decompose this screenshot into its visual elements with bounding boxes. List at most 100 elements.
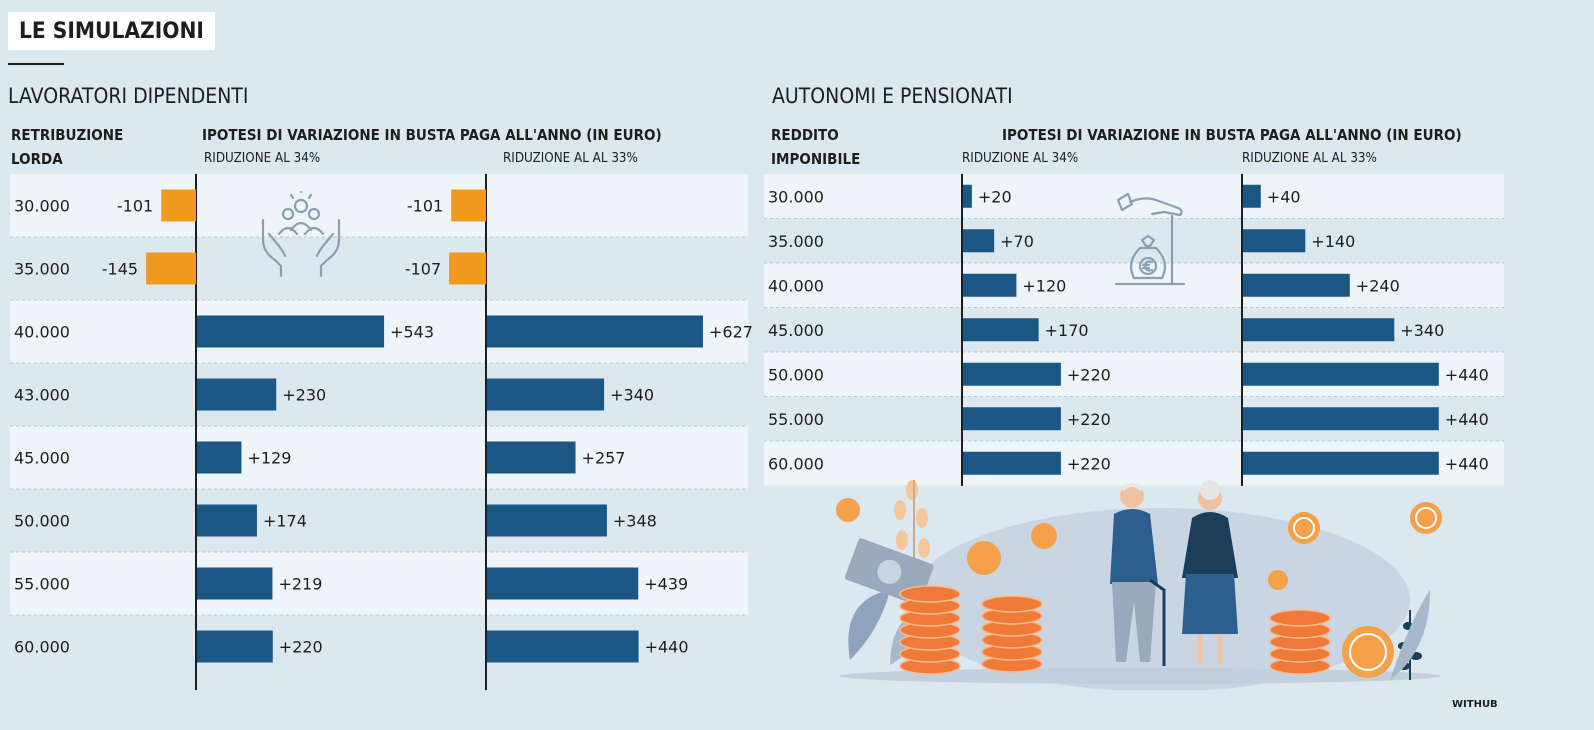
value-header-dipendenti: IPOTESI DI VARIAZIONE IN BUSTA PAGA ALL'… bbox=[202, 126, 662, 144]
category-label: 35.000 bbox=[14, 260, 70, 279]
category-label: 50.000 bbox=[14, 512, 70, 531]
bar bbox=[1243, 229, 1306, 253]
category-header-line-2: IMPONIBILE bbox=[771, 150, 861, 168]
category-label: 43.000 bbox=[14, 386, 70, 405]
bar bbox=[487, 630, 639, 663]
hand-money-bag-icon bbox=[1114, 192, 1186, 286]
category-label: 60.000 bbox=[14, 638, 70, 657]
series-header-aut-33: RIDUZIONE AL AL 33% bbox=[1242, 151, 1377, 166]
category-label: 55.000 bbox=[768, 410, 824, 429]
bar bbox=[449, 252, 486, 285]
bar bbox=[1243, 407, 1439, 431]
category-header-line-1: RETRIBUZIONE bbox=[11, 126, 124, 144]
category-label: 60.000 bbox=[768, 454, 824, 473]
data-label: +440 bbox=[1445, 410, 1489, 429]
row-band bbox=[764, 174, 1504, 219]
category-header-line-2: LORDA bbox=[11, 150, 63, 168]
data-label: +439 bbox=[644, 575, 688, 594]
bar bbox=[197, 441, 242, 474]
data-label: -101 bbox=[117, 197, 153, 216]
bar bbox=[487, 441, 576, 474]
category-label: 45.000 bbox=[768, 321, 824, 340]
data-label: -145 bbox=[102, 260, 138, 279]
data-label: +627 bbox=[709, 323, 753, 342]
series-header-dip-34: RIDUZIONE AL 34% bbox=[204, 151, 321, 166]
data-label: +129 bbox=[247, 449, 291, 468]
bar bbox=[451, 189, 486, 222]
row-band bbox=[10, 489, 748, 552]
row-band bbox=[10, 426, 748, 489]
series-header-dip-33: RIDUZIONE AL AL 33% bbox=[503, 151, 638, 166]
data-label: +257 bbox=[582, 449, 626, 468]
category-label: 40.000 bbox=[14, 323, 70, 342]
bar bbox=[487, 504, 607, 537]
data-label: +440 bbox=[1445, 454, 1489, 473]
data-label: +440 bbox=[1445, 365, 1489, 384]
bar bbox=[197, 378, 277, 411]
category-label: 40.000 bbox=[768, 276, 824, 295]
category-label: 30.000 bbox=[768, 187, 824, 206]
category-header-autonomi: REDDITO IMPONIBILE bbox=[771, 123, 860, 171]
bar bbox=[1243, 362, 1439, 386]
bar bbox=[197, 630, 273, 663]
value-header-autonomi: IPOTESI DI VARIAZIONE IN BUSTA PAGA ALL'… bbox=[1002, 126, 1462, 144]
data-label: +220 bbox=[279, 638, 323, 657]
bar bbox=[963, 273, 1017, 297]
data-label: +220 bbox=[1067, 365, 1111, 384]
data-label: +348 bbox=[613, 512, 657, 531]
data-label: +240 bbox=[1356, 276, 1400, 295]
section-title-autonomi: AUTONOMI E PENSIONATI bbox=[772, 84, 1013, 108]
elderly-couple-coins-illustration bbox=[836, 480, 1442, 690]
data-label: +174 bbox=[263, 512, 307, 531]
category-label: 30.000 bbox=[14, 197, 70, 216]
bar bbox=[146, 252, 196, 285]
data-label: -101 bbox=[407, 197, 443, 216]
section-title-dipendenti: LAVORATORI DIPENDENTI bbox=[8, 84, 249, 108]
data-label: +340 bbox=[1400, 321, 1444, 340]
data-label: +220 bbox=[1067, 454, 1111, 473]
row-band bbox=[10, 237, 748, 300]
bar bbox=[1243, 318, 1395, 342]
series-header-aut-34: RIDUZIONE AL 34% bbox=[962, 151, 1079, 166]
data-label: +20 bbox=[978, 187, 1012, 206]
credit-label: WITHUB bbox=[1452, 699, 1498, 710]
bar bbox=[963, 229, 995, 253]
bar bbox=[161, 189, 196, 222]
bar bbox=[197, 315, 385, 348]
bar bbox=[197, 567, 273, 600]
bar bbox=[963, 451, 1061, 475]
category-label: 50.000 bbox=[768, 365, 824, 384]
bar bbox=[1243, 451, 1439, 475]
bar bbox=[963, 407, 1061, 431]
bar bbox=[487, 315, 704, 348]
data-label: +120 bbox=[1022, 276, 1066, 295]
data-label: +220 bbox=[1067, 410, 1111, 429]
data-label: +440 bbox=[645, 638, 689, 657]
data-label: +40 bbox=[1267, 187, 1301, 206]
row-band bbox=[10, 363, 748, 426]
bar bbox=[487, 378, 605, 411]
row-band bbox=[10, 174, 748, 237]
page-title: LE SIMULAZIONI bbox=[8, 12, 215, 50]
data-label: -107 bbox=[405, 260, 441, 279]
bar bbox=[963, 362, 1061, 386]
category-label: 55.000 bbox=[14, 575, 70, 594]
category-label: 35.000 bbox=[768, 232, 824, 251]
bar bbox=[1243, 273, 1350, 297]
data-label: +70 bbox=[1000, 232, 1034, 251]
bar bbox=[963, 184, 972, 208]
bar bbox=[487, 567, 639, 600]
data-label: +140 bbox=[1311, 232, 1355, 251]
bar bbox=[963, 318, 1039, 342]
title-divider bbox=[8, 63, 64, 65]
bar bbox=[197, 504, 257, 537]
category-header-line-1: REDDITO bbox=[771, 126, 839, 144]
data-label: +170 bbox=[1045, 321, 1089, 340]
data-label: +219 bbox=[278, 575, 322, 594]
data-label: +340 bbox=[610, 386, 654, 405]
category-header-dipendenti: RETRIBUZIONE LORDA bbox=[11, 123, 123, 171]
data-label: +543 bbox=[390, 323, 434, 342]
data-label: +230 bbox=[282, 386, 326, 405]
